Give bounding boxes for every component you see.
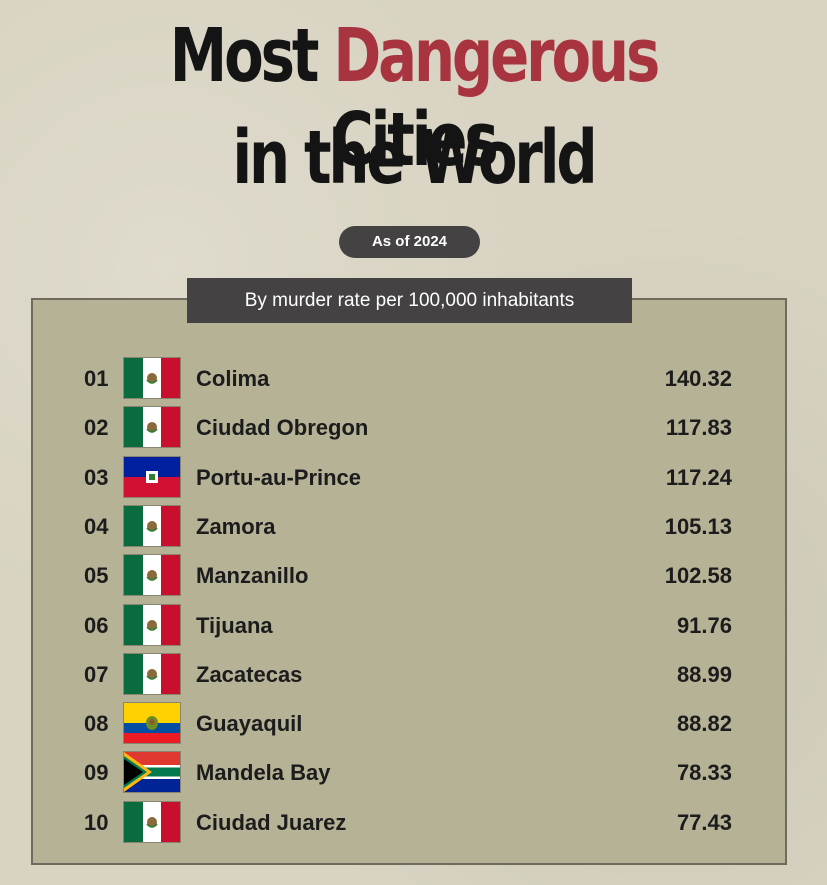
chart-subtitle: By murder rate per 100,000 inhabitants	[187, 278, 632, 323]
date-badge: As of 2024	[339, 226, 480, 258]
title-word-most: Most	[169, 13, 320, 99]
page-title-line-2: in the World	[232, 115, 597, 201]
ranking-panel	[31, 298, 787, 865]
title-word-cities: Cities	[331, 97, 498, 183]
page-title-line-1: Most Dangerous Cities	[91, 14, 736, 182]
title-word-dangerous: Dangerous	[333, 13, 660, 99]
